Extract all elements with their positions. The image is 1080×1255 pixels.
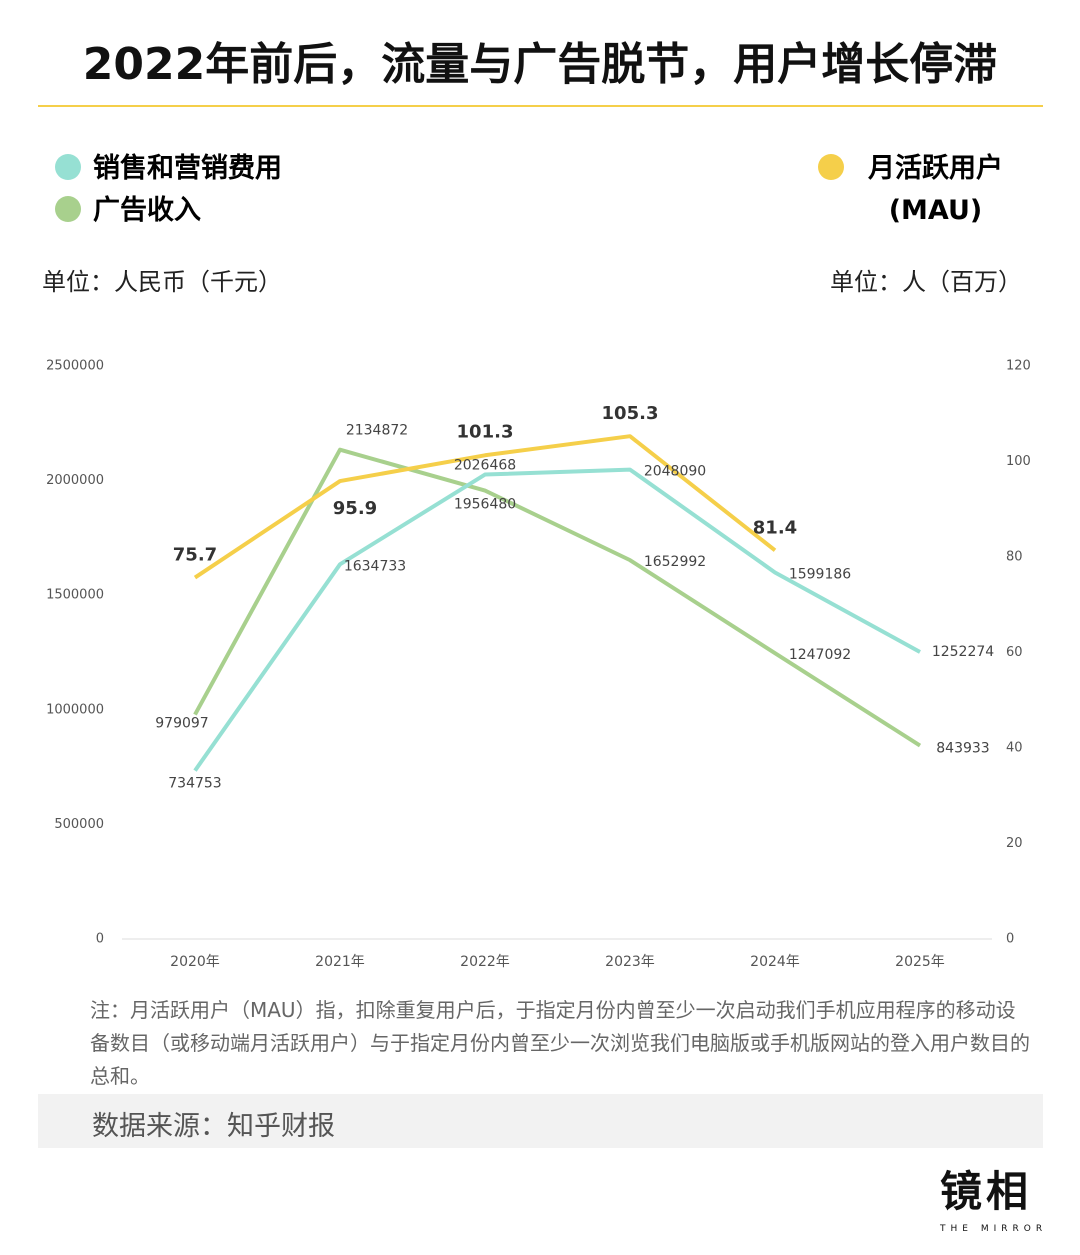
data-label: 979097 [155,716,208,732]
series-line [193,467,921,772]
legend-right: 月活跃用户 (MAU) [818,148,1003,232]
legend-item: 销售和营销费用 [55,148,282,190]
x-tick-label: 2020年 [170,954,220,970]
series-line [193,434,777,580]
legend-item: 广告收入 [55,190,282,232]
legend-label: 销售和营销费用 [93,153,282,184]
y2-unit: 单位：人（百万） [830,268,1022,296]
title: 2022年前后，流量与广告脱节，用户增长停滞 [82,39,998,90]
y-tick-label: 1000000 [46,702,104,717]
y-tick-label: 2000000 [46,473,104,488]
data-label: 2134872 [346,423,408,439]
legend-label: 月活跃用户 (MAU) [868,153,1003,226]
data-label: 101.3 [457,421,514,442]
chart: 0 500000 1000000 1500000 2000000 2500000 0 20 40… [46,359,1031,971]
data-label: 81.4 [753,517,797,538]
x-tick-label: 2023年 [605,954,655,970]
logo-sub: THE MIRROR [940,1224,1048,1234]
y-tick-label: 1500000 [46,588,104,603]
y2-tick-label: 120 [1006,359,1031,374]
data-label: 843933 [936,741,989,757]
legend-swatch [818,154,844,180]
y2-tick-label: 0 [1006,932,1014,947]
data-label: 2048090 [644,464,706,480]
data-label: 1599186 [789,566,851,582]
y2-tick-label: 40 [1006,741,1023,756]
series-line [193,447,922,748]
y-tick-label: 0 [96,932,104,947]
data-label: 1252274 [932,644,994,660]
x-tick-label: 2024年 [750,954,800,970]
y2-tick-label: 60 [1006,645,1023,660]
x-tick-label: 2022年 [460,954,510,970]
source: 数据来源：知乎财报 [92,1111,335,1142]
legend-swatch [55,196,81,222]
data-label: 734753 [168,776,221,792]
y-tick-label: 2500000 [46,359,104,374]
y2-tick-label: 100 [1006,454,1031,469]
divider [38,105,1043,107]
legend-label: 广告收入 [93,195,201,226]
y-unit: 单位：人民币（千元） [42,268,282,296]
data-label: 95.9 [333,498,377,519]
note: 注：月活跃用户（MAU）指，扣除重复用户后，于指定月份内曾至少一次启动我们手机应… [90,998,1030,1088]
data-label: 1247092 [789,647,851,663]
data-label: 1652992 [644,554,706,570]
legend-left: 销售和营销费用 广告收入 [55,148,282,232]
data-label: 2026468 [454,458,516,474]
legend-swatch [55,154,81,180]
x-tick-label: 2025年 [895,954,945,970]
y-tick-label: 500000 [54,817,104,832]
data-label: 105.3 [602,403,659,424]
source-box: 数据来源：知乎财报 [38,1094,1043,1148]
data-label: 1956480 [454,497,516,513]
y2-tick-label: 80 [1006,550,1023,565]
y2-tick-label: 20 [1006,836,1023,851]
x-tick-label: 2021年 [315,954,365,970]
data-label: 75.7 [173,545,217,566]
data-label: 1634733 [344,558,406,574]
logo: 镜相 [940,1167,1033,1216]
